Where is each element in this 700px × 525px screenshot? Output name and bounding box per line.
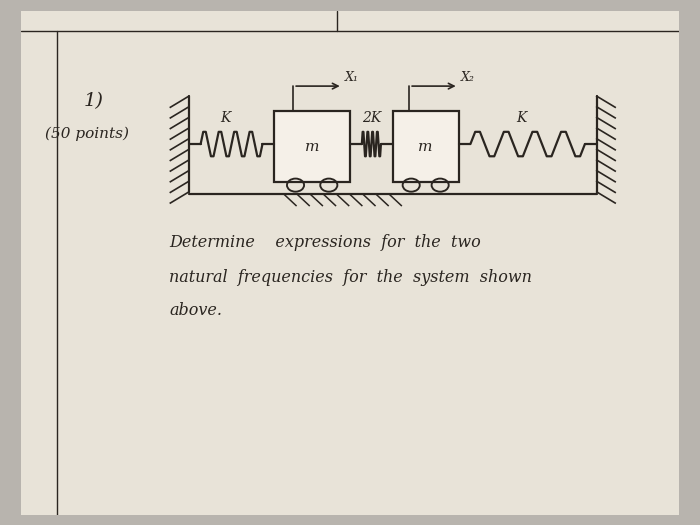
Text: (50 points): (50 points) bbox=[45, 127, 129, 141]
Text: Determine    expressions  for  the  two: Determine expressions for the two bbox=[169, 234, 481, 251]
Text: 1): 1) bbox=[83, 92, 104, 110]
Text: m: m bbox=[419, 140, 433, 154]
Text: natural  frequencies  for  the  system  shown: natural frequencies for the system shown bbox=[169, 269, 532, 286]
Text: K: K bbox=[516, 111, 526, 125]
Text: m: m bbox=[305, 140, 319, 154]
Text: X₂: X₂ bbox=[461, 70, 475, 83]
Text: above.: above. bbox=[169, 302, 222, 319]
Text: K: K bbox=[220, 111, 230, 125]
Text: 2K: 2K bbox=[362, 111, 381, 125]
Text: X₁: X₁ bbox=[344, 70, 358, 83]
Bar bbox=[274, 111, 350, 182]
Bar bbox=[393, 111, 458, 182]
